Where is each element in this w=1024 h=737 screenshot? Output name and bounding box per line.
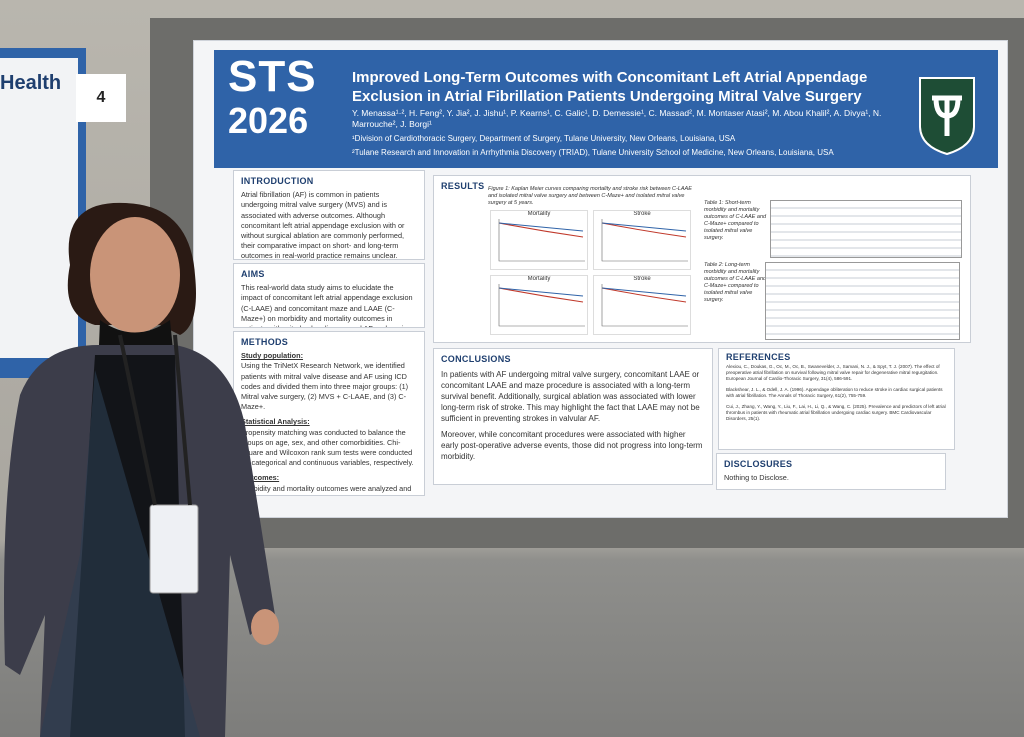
affiliation: ¹Division of Cardiothoracic Surgery, Dep… — [352, 134, 736, 143]
survival-curve — [601, 287, 687, 297]
plot-title: Stroke — [633, 211, 651, 217]
method-text: Using the TriNetX Research Network, we i… — [241, 361, 409, 412]
references-box: REFERENCES Alexiou, C., Doukas, G., Oc, … — [718, 348, 955, 450]
method-item: Statistical Analysis: Propensity matching… — [241, 417, 417, 468]
plot-axes — [498, 284, 585, 327]
method-label: Statistical Analysis: — [241, 417, 310, 427]
km-plot: Mortality — [490, 210, 588, 270]
section-heading: DISCLOSURES — [724, 459, 793, 469]
section-text: In patients with AF undergoing mitral va… — [441, 370, 700, 423]
poster-title: Improved Long-Term Outcomes with Concomi… — [352, 69, 868, 105]
table-caption: Table 1: Short-term morbidity and mortal… — [704, 200, 767, 241]
plot-curves — [601, 284, 688, 327]
survival-curve — [498, 287, 584, 303]
section-heading: REFERENCES — [726, 352, 791, 362]
booth-number: 4 — [76, 74, 126, 122]
disclosures-box: DISCLOSURES Nothing to Disclose. — [716, 453, 946, 490]
table-caption: Table 2: Long-term morbidity and mortali… — [704, 262, 767, 303]
table-2 — [765, 262, 960, 340]
aims-box: AIMS This real-world data study aims to … — [233, 263, 425, 328]
conclusions-box: CONCLUSIONS In patients with AF undergoi… — [433, 348, 713, 485]
survival-curve — [498, 287, 584, 297]
survival-curve — [498, 222, 584, 232]
km-plot: Stroke — [593, 210, 691, 270]
reference: Alexiou, C., Doukas, G., Oc, M., Oc, B.,… — [726, 364, 940, 381]
authors: Y. Menassa¹·², H. Feng², Y. Jia², J. Jis… — [352, 108, 882, 129]
logo-year: 2026 — [228, 100, 309, 141]
methods-box: METHODS Study population: Using the TriNe… — [233, 331, 425, 496]
side-poster-title: Health — [0, 72, 62, 94]
plot-curves — [498, 284, 585, 327]
km-plot: Mortality — [490, 275, 588, 335]
method-text: Morbidity and mortality outcomes were an… — [241, 483, 412, 495]
section-text: Atrial fibrillation (AF) is common in pa… — [241, 190, 405, 260]
plot-title: Stroke — [633, 276, 651, 282]
section-heading: METHODS — [241, 337, 289, 347]
section-heading: INTRODUCTION — [241, 176, 314, 186]
method-label: Outcomes: — [241, 473, 280, 483]
person — [4, 202, 279, 737]
method-text: Propensity matching was conducted to bal… — [241, 427, 414, 468]
reference: Blackshear, J. L., & Odell, J. A. (1996)… — [726, 387, 943, 398]
figure-caption: Figure 1: Kaplan Meier curves comparing … — [488, 186, 692, 206]
section-text: This real-world data study aims to eluci… — [241, 283, 413, 327]
poster-header — [214, 50, 998, 168]
km-plot: Stroke — [593, 275, 691, 335]
introduction-box: INTRODUCTION Atrial fibrillation (AF) is… — [233, 170, 425, 260]
section-text: Moreover, while concomitant procedures w… — [441, 430, 703, 461]
survival-curve — [601, 222, 687, 232]
method-item: Study population: Using the TriNetX Resea… — [241, 351, 417, 412]
plot-axes — [601, 219, 688, 262]
plot-title: Mortality — [527, 276, 551, 282]
plot-title: Mortality — [527, 211, 551, 217]
section-heading: AIMS — [241, 269, 265, 279]
survival-curve — [601, 287, 687, 303]
table-1 — [770, 200, 962, 258]
method-item: Outcomes: Morbidity and mortality outcome… — [241, 473, 417, 495]
plot-curves — [601, 219, 688, 262]
survival-curve — [498, 222, 584, 238]
section-heading: CONCLUSIONS — [441, 354, 511, 364]
plot-curves — [498, 219, 585, 262]
plot-axes — [601, 284, 688, 327]
method-label: Study population: — [241, 351, 304, 361]
university-shield — [919, 77, 975, 156]
plot-axes — [498, 219, 585, 262]
affiliation: ²Tulane Research and Innovation in Arrhy… — [352, 148, 834, 157]
side-poster-panel — [0, 58, 78, 358]
reference: Cui, J., Zhang, Y., Wang, Y., Liu, F., L… — [726, 404, 946, 421]
logo-text: STS — [228, 52, 317, 101]
section-text: Nothing to Disclose. — [724, 473, 789, 483]
section-heading: RESULTS — [441, 181, 485, 191]
survival-curve — [601, 222, 687, 238]
